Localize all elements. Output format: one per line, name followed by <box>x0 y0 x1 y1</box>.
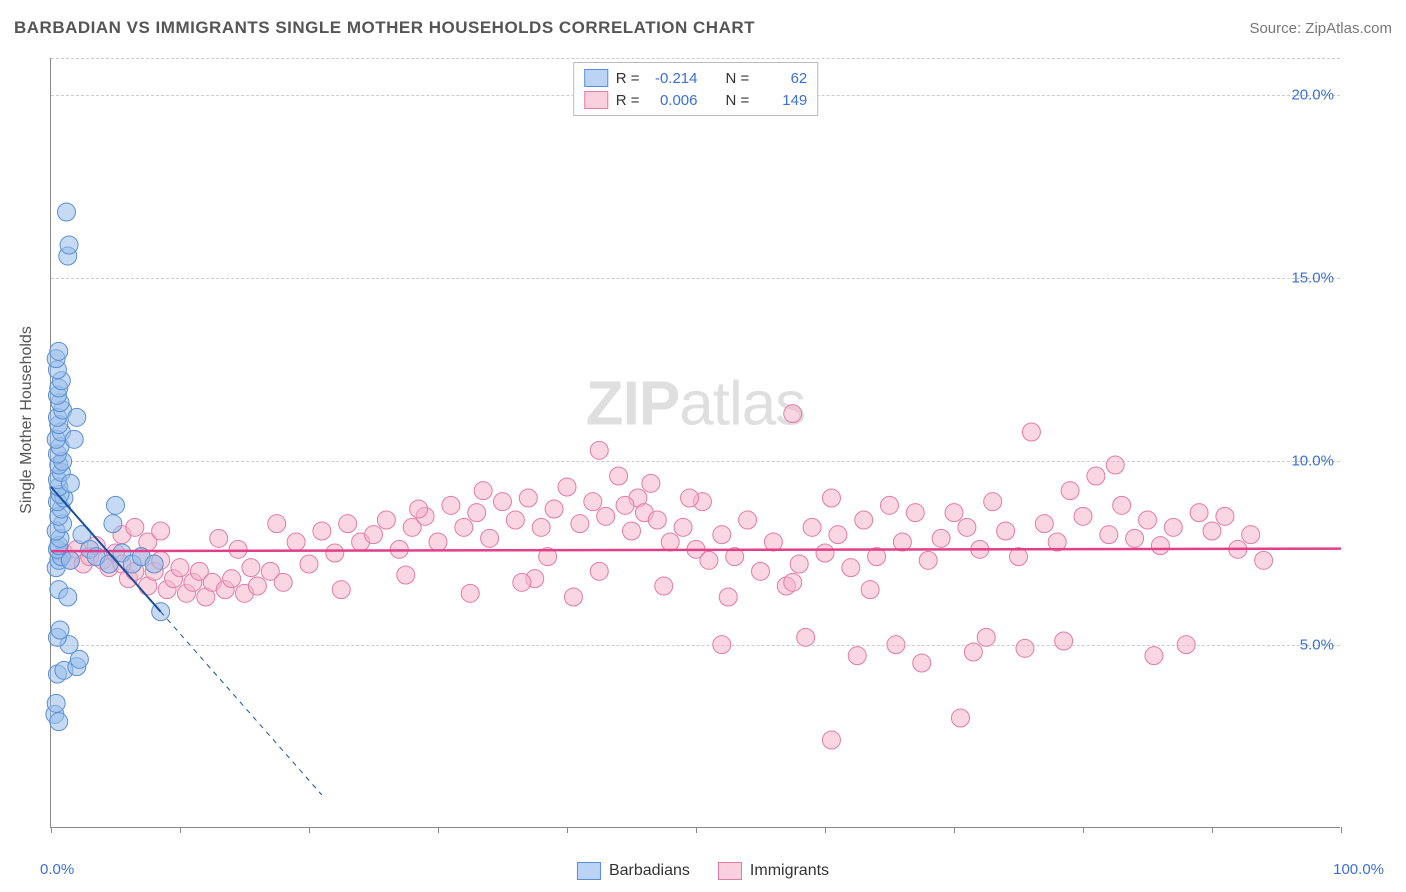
swatch-pink-icon <box>718 862 742 880</box>
n-label: N = <box>726 70 750 87</box>
correlation-legend: R = -0.214 N = 62 R = 0.006 N = 149 <box>573 62 819 116</box>
r-label: R = <box>616 92 640 109</box>
x-min-label: 0.0% <box>40 861 74 878</box>
chart-title: BARBADIAN VS IMMIGRANTS SINGLE MOTHER HO… <box>14 18 755 38</box>
swatch-blue-icon <box>577 862 601 880</box>
r-label: R = <box>616 70 640 87</box>
plot-area: ZIPatlas R = -0.214 N = 62 R = 0.006 N =… <box>50 58 1340 828</box>
y-axis-label: Single Mother Households <box>18 326 36 514</box>
legend-row-barbadians: R = -0.214 N = 62 <box>584 67 808 89</box>
legend-label-immigrants: Immigrants <box>750 862 829 880</box>
n-value-barbadians: 62 <box>757 70 807 87</box>
r-value-immigrants: 0.006 <box>648 92 698 109</box>
series-legend: Barbadians Immigrants <box>577 862 829 880</box>
r-value-barbadians: -0.214 <box>648 70 698 87</box>
swatch-blue-icon <box>584 69 608 87</box>
legend-item-barbadians: Barbadians <box>577 862 690 880</box>
legend-item-immigrants: Immigrants <box>718 862 829 880</box>
source-label: Source: ZipAtlas.com <box>1249 20 1392 37</box>
legend-row-immigrants: R = 0.006 N = 149 <box>584 89 808 111</box>
n-value-immigrants: 149 <box>757 92 807 109</box>
n-label: N = <box>726 92 750 109</box>
swatch-pink-icon <box>584 91 608 109</box>
legend-label-barbadians: Barbadians <box>609 862 690 880</box>
x-max-label: 100.0% <box>1333 861 1384 878</box>
trend-lines <box>51 58 1340 827</box>
